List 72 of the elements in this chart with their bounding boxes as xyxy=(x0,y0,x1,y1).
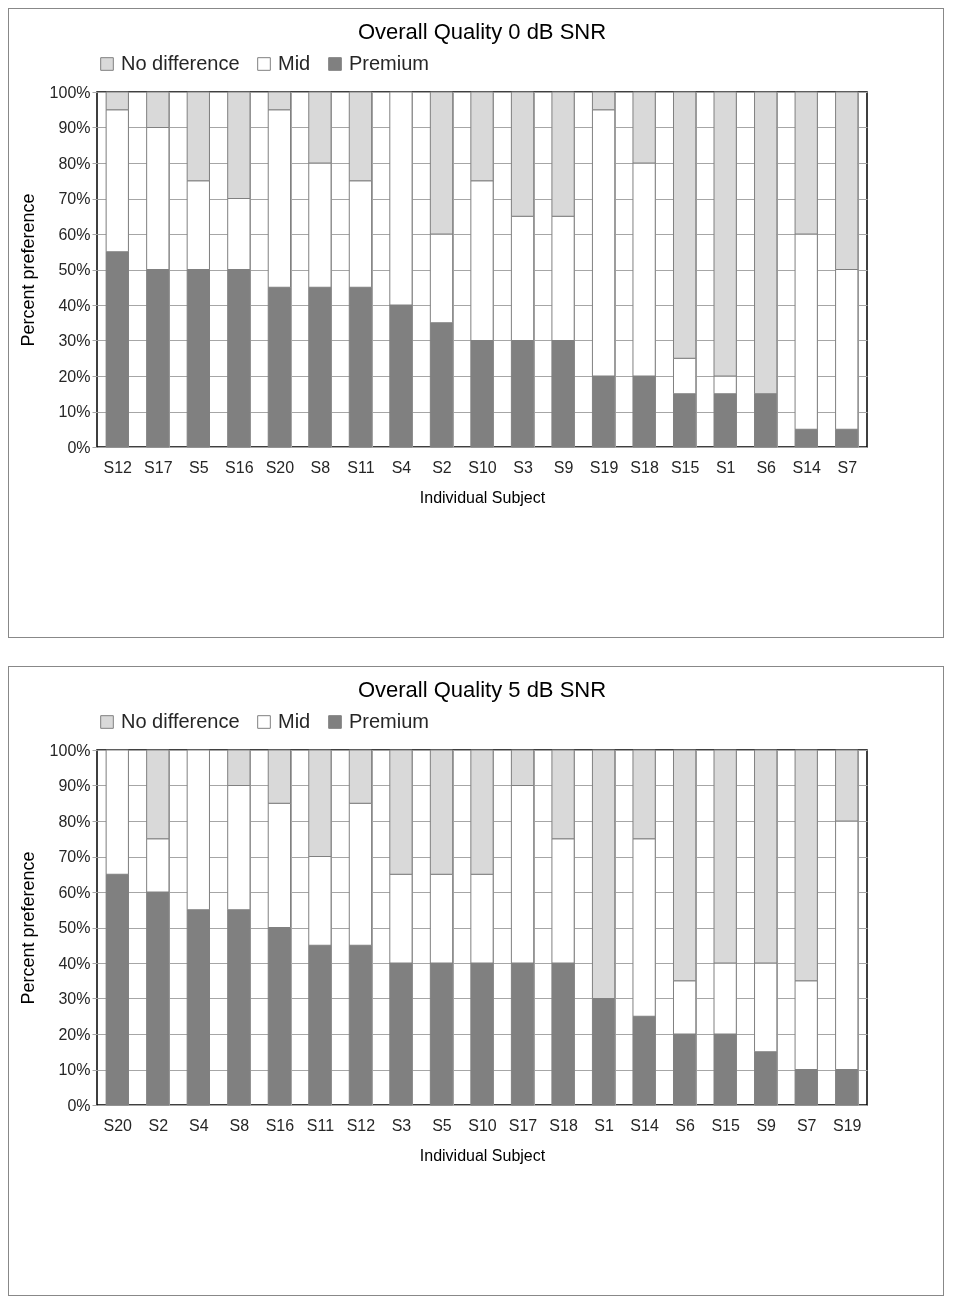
y-axis-title: Percent preference xyxy=(17,851,38,1005)
x-tick-label: S10 xyxy=(468,458,497,476)
y-tick-label: 90% xyxy=(58,119,91,136)
x-tick-label: S1 xyxy=(715,458,736,476)
x-tick-label: S19 xyxy=(833,1116,862,1134)
y-tick-label: 90% xyxy=(58,777,91,794)
x-tick-label: S8 xyxy=(310,458,331,476)
y-tick-label: 100% xyxy=(49,83,91,101)
x-tick-label: S14 xyxy=(630,1116,659,1134)
x-tick-label: S12 xyxy=(103,458,133,476)
y-tick-label: 50% xyxy=(58,919,91,936)
x-tick-label: S9 xyxy=(553,458,574,476)
x-tick-label: S16 xyxy=(265,1116,295,1134)
y-tick-label: 80% xyxy=(58,812,91,830)
y-tick-label: 20% xyxy=(58,1025,91,1043)
x-tick-label: S3 xyxy=(391,1116,412,1134)
y-tick-label: 50% xyxy=(58,261,91,278)
y-tick-label: 40% xyxy=(58,954,91,972)
x-tick-label: S18 xyxy=(549,1116,578,1134)
x-tick-label: S7 xyxy=(837,458,858,476)
x-tick-label: S6 xyxy=(675,1116,696,1134)
legend-label: Mid xyxy=(278,710,311,732)
x-tick-label: S17 xyxy=(508,1116,538,1134)
x-tick-label: S12 xyxy=(346,1116,376,1134)
y-tick-label: 30% xyxy=(58,332,91,349)
x-tick-label: S16 xyxy=(225,458,254,476)
y-tick-label: 100% xyxy=(49,741,91,759)
legend-label: Premium xyxy=(349,52,430,74)
x-axis-title: Individual Subject xyxy=(419,488,546,506)
x-tick-label: S9 xyxy=(756,1116,777,1134)
y-tick-label: 70% xyxy=(58,190,91,207)
x-tick-label: S3 xyxy=(513,458,533,476)
x-tick-label: S5 xyxy=(189,458,209,476)
y-tick-label: 0% xyxy=(67,438,91,456)
x-tick-label: S8 xyxy=(229,1116,250,1134)
chart-title: Overall Quality 0 dB SNR xyxy=(357,19,607,44)
y-tick-label: 60% xyxy=(58,225,91,243)
x-tick-label: S7 xyxy=(796,1116,817,1134)
legend-label: No difference xyxy=(121,52,240,74)
x-tick-label: S2 xyxy=(432,458,452,476)
legend-label: Mid xyxy=(278,52,311,74)
y-tick-label: 20% xyxy=(58,367,91,385)
x-tick-label: S17 xyxy=(144,458,173,476)
x-tick-label: S15 xyxy=(670,458,700,476)
y-tick-label: 0% xyxy=(67,1096,91,1114)
x-tick-label: S10 xyxy=(468,1116,497,1134)
x-axis-title: Individual Subject xyxy=(419,1146,546,1164)
y-tick-label: 70% xyxy=(58,848,91,865)
x-tick-label: S4 xyxy=(391,458,412,476)
x-tick-label: S2 xyxy=(148,1116,169,1134)
x-tick-label: S11 xyxy=(306,1116,335,1134)
y-axis-title: Percent preference xyxy=(17,193,38,347)
x-tick-label: S11 xyxy=(347,458,375,476)
legend-label: Premium xyxy=(349,710,430,732)
x-tick-label: S20 xyxy=(265,458,295,476)
x-tick-label: S1 xyxy=(594,1116,614,1134)
y-tick-label: 30% xyxy=(58,990,91,1007)
x-tick-label: S6 xyxy=(756,458,777,476)
y-tick-label: 80% xyxy=(58,154,91,172)
x-tick-label: S18 xyxy=(630,458,659,476)
x-tick-label: S4 xyxy=(189,1116,209,1134)
chart-title: Overall Quality 5 dB SNR xyxy=(357,677,607,702)
y-tick-label: 10% xyxy=(58,1061,91,1078)
x-tick-label: S5 xyxy=(432,1116,452,1134)
y-tick-label: 60% xyxy=(58,883,91,901)
x-tick-label: S15 xyxy=(711,1116,740,1134)
y-tick-label: 40% xyxy=(58,296,91,314)
x-tick-label: S19 xyxy=(589,458,619,476)
x-tick-label: S20 xyxy=(103,1116,133,1134)
y-tick-label: 10% xyxy=(58,403,91,420)
legend-label: No difference xyxy=(121,710,240,732)
x-tick-label: S14 xyxy=(792,458,822,476)
